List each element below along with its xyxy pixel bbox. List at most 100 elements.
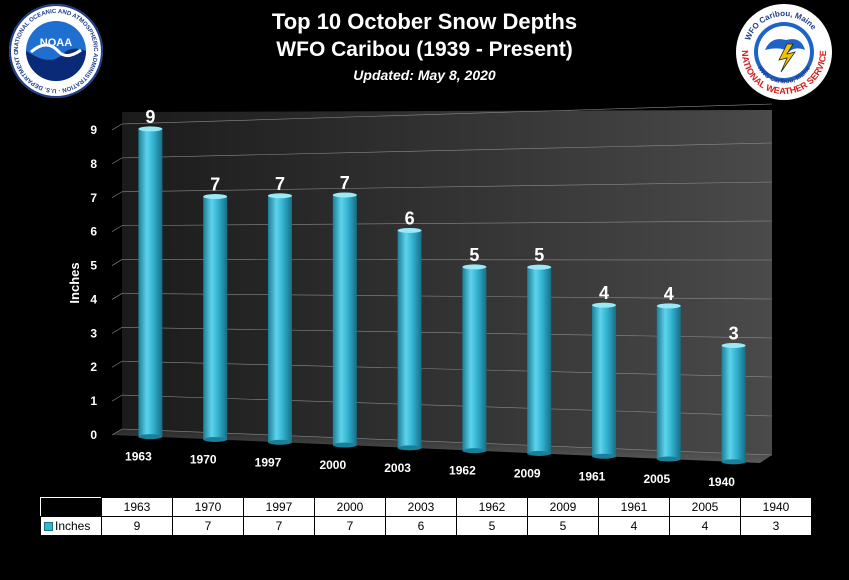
data-table-series-label: Inches	[40, 516, 102, 536]
bar	[332, 194, 357, 446]
data-table-header-cell: 2000	[314, 497, 386, 517]
gridline	[121, 142, 773, 159]
data-table-value-cell: 5	[456, 516, 528, 536]
data-table-header-cell: 1970	[172, 497, 244, 517]
y-axis-label: Inches	[67, 262, 82, 303]
y-tick-label: 0	[90, 428, 97, 442]
data-table-header-cell: 1962	[456, 497, 528, 517]
x-tick-label: 2003	[384, 461, 411, 475]
bar-base	[592, 453, 616, 459]
chart-gridlines	[111, 103, 773, 456]
updated-date: Updated: May 8, 2020	[353, 67, 496, 83]
x-axis-ticks: 1963 1970 1997 2000 2003 1962 2009 1961 2005 1940	[125, 450, 735, 489]
data-table-header-cell: 1961	[598, 497, 670, 517]
bar	[721, 345, 746, 462]
bar-top	[203, 194, 228, 200]
data-table-value-cell: 7	[243, 516, 315, 536]
bar	[268, 195, 292, 443]
data-label: 4	[664, 284, 674, 304]
bar-top	[462, 264, 487, 270]
data-table-header-cell: 1997	[243, 497, 315, 517]
bar	[203, 196, 228, 440]
chart-header: Top 10 October Snow Depths WFO Caribou (…	[0, 8, 849, 86]
y-tick-label: 8	[90, 157, 97, 171]
data-labels: 9 7 7 7 6 5 5 4 4 3	[145, 107, 738, 344]
data-table-header-row: 1963 1970 1997 2000 2003 1962 2009 1961 …	[40, 497, 812, 517]
gridline	[121, 293, 773, 300]
gridline	[111, 428, 123, 436]
data-table-header-cell: 1940	[740, 497, 812, 517]
bar-series	[138, 126, 746, 465]
bar-top	[592, 302, 616, 308]
bar-base	[462, 448, 487, 454]
noaa-logo: NATIONAL OCEANIC AND ATMOSPHERIC ADMINIS…	[7, 2, 103, 98]
x-tick-label: 1963	[125, 450, 152, 464]
y-tick-label: 9	[90, 123, 97, 137]
data-label: 9	[145, 107, 155, 127]
data-table-value-cell: 9	[101, 516, 173, 536]
bar	[397, 230, 422, 448]
series-name: Inches	[55, 519, 91, 533]
data-table-value-cell: 4	[598, 516, 670, 536]
data-label: 7	[210, 175, 220, 195]
bar-base	[138, 434, 163, 440]
gridline	[111, 293, 123, 300]
y-tick-label: 2	[90, 360, 97, 374]
x-tick-label: 2009	[514, 466, 541, 480]
bar-top	[268, 193, 292, 199]
bar	[462, 266, 487, 451]
bar	[527, 267, 552, 454]
data-table: 1963 1970 1997 2000 2003 1962 2009 1961 …	[40, 497, 812, 536]
y-axis-ticks: 0 1 2 3 4 5 6 7 8 9	[90, 123, 97, 442]
gridline	[111, 123, 123, 131]
data-table-header-cell: 1963	[101, 497, 173, 517]
data-label: 3	[729, 323, 739, 343]
gridline	[111, 225, 123, 232]
bar-base	[203, 436, 228, 442]
data-table-value-cell: 6	[385, 516, 457, 536]
x-tick-label: 1962	[449, 464, 476, 478]
data-table-value-cell: 3	[740, 516, 812, 536]
bar-base	[721, 459, 746, 465]
gridline	[111, 327, 123, 334]
y-tick-label: 6	[90, 225, 97, 239]
gridline	[111, 259, 123, 266]
nws-logo: WFO Caribou, Maine NATIONAL WEATHER SERV…	[736, 4, 832, 100]
bar-top	[138, 126, 163, 132]
data-label: 7	[340, 173, 350, 193]
data-table-header-cell: 2003	[385, 497, 457, 517]
gridline	[111, 360, 123, 368]
data-label: 5	[469, 245, 479, 265]
legend-swatch	[44, 522, 53, 532]
data-table-header-cell: 2009	[527, 497, 599, 517]
x-tick-label: 1961	[579, 469, 606, 483]
bar	[656, 305, 681, 460]
data-table-header-cell: 2005	[669, 497, 741, 517]
gridline	[121, 181, 773, 193]
x-tick-label: 2005	[643, 472, 670, 486]
gridline	[111, 157, 123, 165]
y-tick-label: 5	[90, 259, 97, 273]
bar-base	[397, 445, 422, 451]
chart-subtitle: WFO Caribou (1939 - Present)	[276, 38, 573, 61]
bar-base	[656, 456, 681, 462]
data-label: 5	[534, 245, 544, 265]
bar	[138, 128, 163, 437]
bar-top	[332, 192, 357, 198]
data-table-values-row: Inches 9 7 7 7 6 5 5 4 4 3	[40, 516, 812, 536]
data-table-value-cell: 7	[314, 516, 386, 536]
bar-base	[332, 442, 357, 448]
bar-base	[527, 450, 552, 456]
x-tick-label: 1970	[190, 452, 217, 466]
x-tick-label: 1940	[708, 475, 735, 489]
bar-top	[656, 303, 681, 309]
y-tick-label: 4	[90, 292, 97, 306]
noaa-logo-text: NOAA	[40, 37, 72, 49]
data-table-value-cell: 7	[172, 516, 244, 536]
bar-base	[268, 439, 292, 445]
y-tick-label: 1	[90, 394, 97, 408]
data-label: 4	[599, 283, 609, 303]
y-tick-label: 7	[90, 191, 97, 205]
data-label: 7	[275, 174, 285, 194]
